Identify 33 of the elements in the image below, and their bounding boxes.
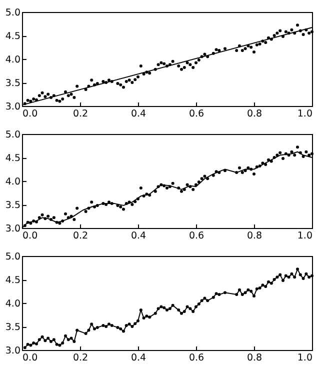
y-tick-label: 4.5: [5, 31, 20, 42]
x-tick-label: 0.2: [72, 352, 88, 364]
x-tick-label: 1.0: [297, 108, 312, 120]
x-tick-label: 0.6: [188, 352, 204, 364]
y-tick-label: 3.5: [5, 78, 20, 89]
x-tick-label: 0.4: [130, 108, 146, 120]
y-tick-label: 5.0: [5, 8, 20, 18]
x-tick-label: 1.0: [297, 230, 312, 242]
y-tick-label: 3.5: [5, 200, 20, 211]
y-tick-label: 4.5: [5, 153, 20, 164]
x-tick-label: 0.4: [130, 352, 146, 364]
x-tick-label: 0.6: [188, 108, 204, 120]
y-tick-label: 4.0: [5, 54, 20, 66]
x-tick-label: 0.8: [246, 230, 262, 242]
y-tick-label: 3.0: [5, 224, 20, 234]
x-tick-label: 0.2: [72, 108, 88, 120]
x-tick-label: 0.8: [246, 352, 262, 364]
x-tick-label: 0.6: [188, 230, 204, 242]
x-tick-label: 0.2: [72, 230, 88, 242]
y-tick-label: 3.5: [5, 322, 20, 333]
y-tick-label: 5.0: [5, 252, 20, 262]
y-tick-label: 3.0: [5, 102, 20, 112]
y-tick-label: 5.0: [5, 130, 20, 140]
x-tick-label: 0.0: [22, 108, 38, 120]
y-tick-label: 4.0: [5, 298, 20, 310]
x-tick-label: 0.8: [246, 108, 262, 120]
x-tick-label: 1.0: [297, 352, 312, 364]
x-tick-label: 0.0: [22, 352, 38, 364]
y-tick-label: 4.0: [5, 176, 20, 188]
x-tick-label: 0.4: [130, 230, 146, 242]
y-tick-label: 4.5: [5, 275, 20, 286]
x-tick-label: 0.0: [22, 230, 38, 242]
y-tick-label: 3.0: [5, 346, 20, 356]
